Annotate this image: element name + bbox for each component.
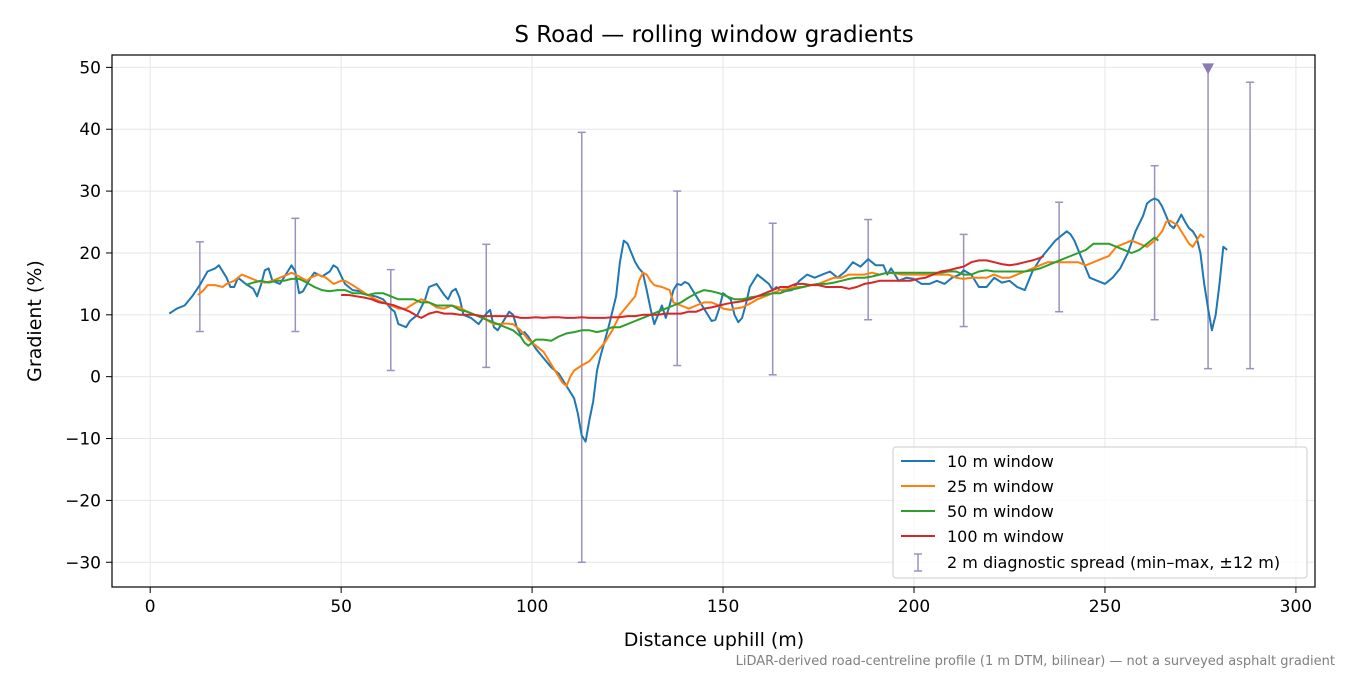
x-axis-label: Distance uphill (m)	[624, 629, 804, 651]
series-line-25m	[197, 219, 1205, 387]
y-tick-label: −30	[65, 553, 101, 573]
y-tick-label: 50	[79, 58, 101, 78]
spread-bar	[959, 233, 968, 328]
spread-bar	[1150, 164, 1159, 321]
spread-bar	[768, 222, 777, 376]
legend-box	[892, 446, 1308, 579]
y-axis-ticks: −30 −20 −10 0 10 20 30 40 50	[65, 58, 112, 573]
spread-bar	[386, 268, 395, 372]
x-tick-label: 150	[707, 597, 739, 617]
grid	[112, 55, 1315, 587]
x-axis-ticks: 0 50 100 150 200 250 300	[145, 587, 1312, 617]
legend: 10 m window 25 m window 50 m window 100 …	[892, 446, 1308, 579]
series-line-10m	[168, 197, 1228, 443]
y-tick-label: −10	[65, 430, 101, 450]
spread-bar	[1202, 63, 1215, 370]
spread-bar	[1246, 81, 1255, 370]
y-tick-label: 20	[79, 244, 101, 264]
spread-bars	[195, 63, 1255, 564]
series-line-100m	[341, 255, 1045, 319]
chart-title: S Road — rolling window gradients	[514, 22, 913, 48]
series-lines	[168, 197, 1228, 443]
spread-bar	[864, 218, 873, 321]
spread-bar	[482, 243, 491, 369]
x-tick-label: 100	[516, 597, 548, 617]
clipped-marker	[1202, 63, 1215, 75]
spread-bar	[577, 131, 586, 564]
x-tick-label: 300	[1280, 597, 1312, 617]
y-tick-label: 30	[79, 182, 101, 202]
legend-label-10m: 10 m window	[947, 452, 1054, 471]
footnote: LiDAR-derived road-centreline profile (1…	[736, 654, 1335, 669]
y-tick-label: 0	[90, 368, 101, 388]
spread-bar	[673, 190, 682, 367]
x-tick-label: 0	[145, 597, 156, 617]
legend-label-100m: 100 m window	[947, 527, 1064, 546]
x-tick-label: 50	[330, 597, 352, 617]
y-tick-label: 10	[79, 306, 101, 326]
y-axis-label: Gradient (%)	[24, 260, 46, 382]
y-tick-label: 40	[79, 120, 101, 140]
y-tick-label: −20	[65, 491, 101, 511]
x-tick-label: 200	[898, 597, 930, 617]
spread-bar	[1055, 201, 1064, 313]
legend-label-25m: 25 m window	[947, 477, 1054, 496]
plot-frame	[111, 54, 1316, 588]
x-tick-label: 250	[1089, 597, 1121, 617]
legend-label-50m: 50 m window	[947, 502, 1054, 521]
series-line-50m	[245, 236, 1160, 347]
legend-label-spread: 2 m diagnostic spread (min–max, ±12 m)	[947, 553, 1280, 572]
legend-swatch-spread	[914, 553, 922, 572]
